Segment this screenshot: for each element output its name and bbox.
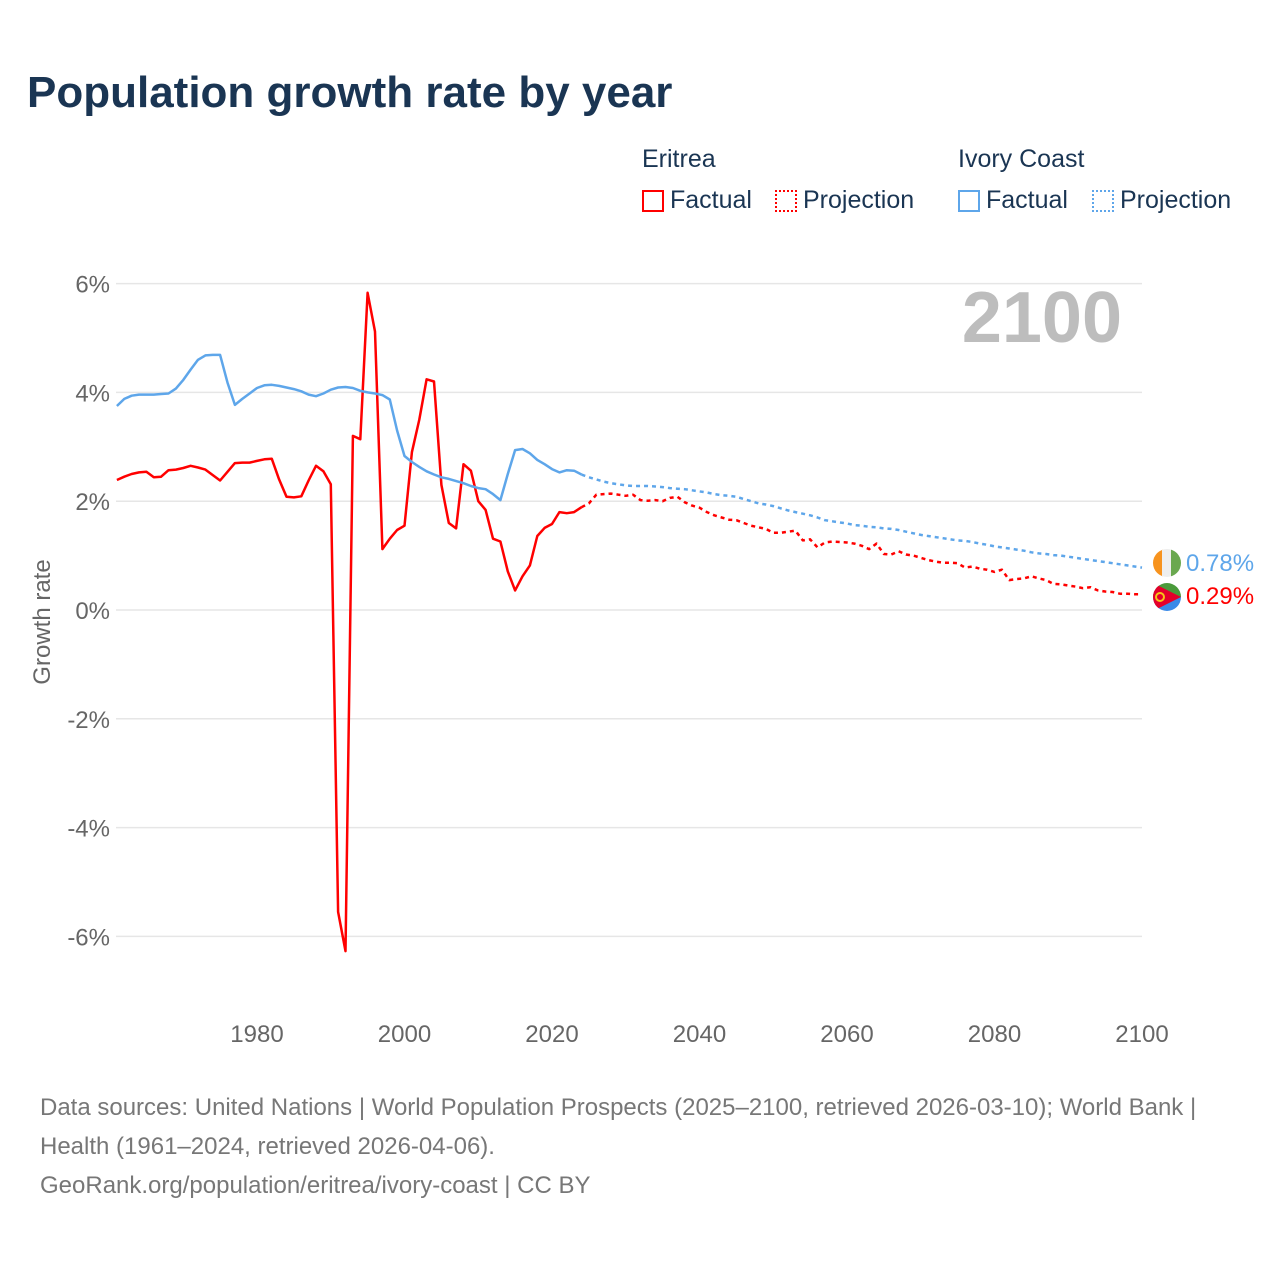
y-tick-label: -2% xyxy=(67,707,110,734)
y-tick-label: 4% xyxy=(75,380,110,407)
x-tick-label: 1980 xyxy=(230,1021,283,1048)
legend-eritrea-factual[interactable]: Factual xyxy=(642,186,752,215)
credit-link[interactable]: GeoRank.org/population/eritrea/ivory-coa… xyxy=(40,1172,591,1199)
x-tick-label: 2000 xyxy=(378,1021,431,1048)
y-tick-label: -6% xyxy=(67,924,110,951)
legend-swatch-dotted xyxy=(1092,189,1114,212)
legend-swatch-solid xyxy=(642,189,664,212)
end-label-eritrea: 0.29% xyxy=(1186,583,1254,610)
legend-label: Projection xyxy=(1120,186,1232,214)
y-tick-label: 0% xyxy=(75,598,110,625)
x-tick-label: 2060 xyxy=(820,1021,873,1048)
x-tick-label: 2080 xyxy=(968,1021,1021,1048)
series-line-eritrea-factual xyxy=(116,291,583,953)
flag-eritrea-icon xyxy=(1153,583,1181,611)
legend-label: Projection xyxy=(803,186,915,214)
series-line-ivory-coast-factual xyxy=(116,353,583,502)
footer: Data sources: United Nations | World Pop… xyxy=(40,1088,1240,1205)
series-line-eritrea-projection xyxy=(580,492,1142,596)
legend-swatch-dotted xyxy=(775,189,797,212)
legend-label: Factual xyxy=(986,186,1068,214)
y-tick-label: 6% xyxy=(75,272,110,299)
legend-group-ivory-coast: Ivory Coast xyxy=(958,145,1085,173)
year-watermark: 2100 xyxy=(962,278,1122,358)
chart-title: Population growth rate by year xyxy=(27,68,673,117)
end-label-ivory-coast: 0.78% xyxy=(1186,550,1254,577)
legend-label: Factual xyxy=(670,186,752,214)
data-sources: Data sources: United Nations | World Pop… xyxy=(40,1094,1197,1160)
legend-eritrea-projection[interactable]: Projection xyxy=(775,186,914,215)
x-tick-label: 2040 xyxy=(673,1021,726,1048)
legend-ivory-coast-factual[interactable]: Factual xyxy=(958,186,1068,215)
plot-area: 2100 6% 4% 2% 0% -2% -4% -6% 1980 2000 2020 2040 20… xyxy=(29,272,1254,1048)
x-tick-label: 2100 xyxy=(1115,1021,1168,1048)
legend-group-eritrea: Eritrea xyxy=(642,145,716,173)
y-tick-label: -4% xyxy=(67,816,110,843)
series-line-ivory-coast-projection xyxy=(581,473,1143,569)
legend-swatch-solid xyxy=(958,189,980,212)
flag-ivory-coast-icon xyxy=(1153,549,1181,577)
x-tick-label: 2020 xyxy=(525,1021,578,1048)
legend-ivory-coast-projection[interactable]: Projection xyxy=(1092,186,1231,215)
y-tick-label: 2% xyxy=(75,489,110,516)
y-axis-label: Growth rate xyxy=(29,559,56,684)
